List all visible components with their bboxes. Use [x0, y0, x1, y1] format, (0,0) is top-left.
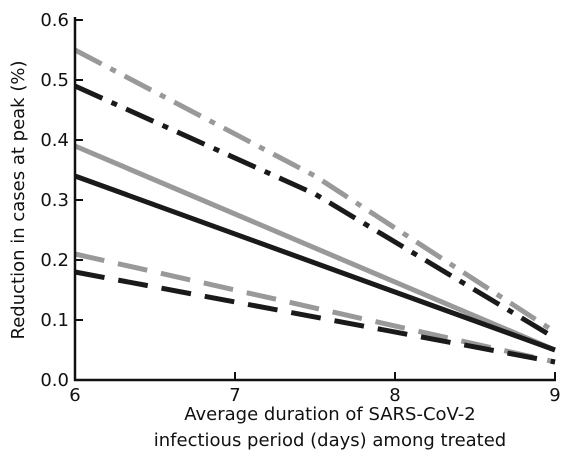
x-tick-label: 8: [389, 385, 400, 406]
x-axis-title-line-2: infectious period (days) among treated: [154, 430, 506, 451]
x-tick-label: 6: [69, 385, 80, 406]
y-tick-label: 0.5: [40, 70, 69, 91]
x-tick-label: 9: [549, 385, 560, 406]
y-tick-label: 0.1: [40, 310, 69, 331]
y-tick-label: 0.4: [40, 130, 69, 151]
y-tick-label: 0.6: [40, 10, 69, 31]
series-line-6: [74, 269, 556, 365]
series-line-2: [73, 83, 557, 341]
y-axis-title: Reduction in cases at peak (%): [8, 61, 29, 340]
series-line-3: [74, 143, 556, 353]
x-axis-title-line-1: Average duration of SARS-CoV-2: [184, 404, 475, 425]
y-tick-label: 0.0: [40, 370, 69, 391]
ticks-layer: 0.0 0.1 0.2 0.3 0.4 0.5 0.6 6 7 8 9: [40, 10, 560, 406]
series-layer: [73, 47, 557, 365]
series-line-1: [73, 47, 557, 335]
y-tick-label: 0.3: [40, 190, 69, 211]
x-tick-label: 7: [229, 385, 240, 406]
series-line-5: [74, 251, 556, 365]
y-tick-label: 0.2: [40, 250, 69, 271]
series-line-4: [74, 173, 556, 353]
